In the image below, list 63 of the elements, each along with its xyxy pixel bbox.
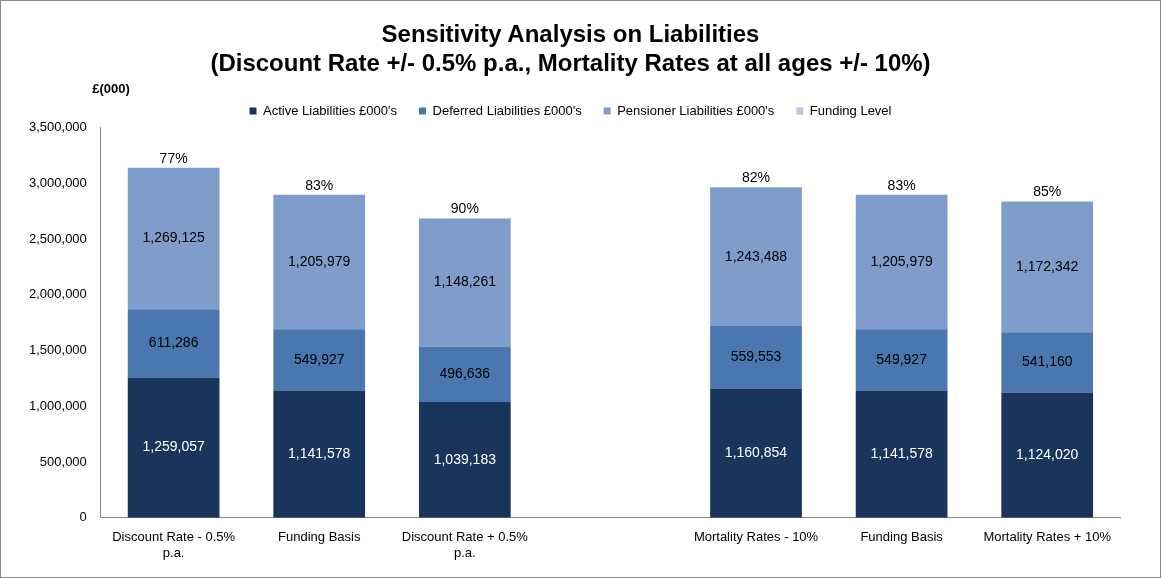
data-label: 611,286 <box>148 334 199 351</box>
text: 83% <box>887 176 916 193</box>
data-label: 496,636 <box>439 365 491 382</box>
data-label: 549,927 <box>293 350 345 367</box>
x-tick-label: Mortality Rates + 10% <box>983 529 1112 545</box>
annotation: 85% <box>1033 183 1062 200</box>
legend-label: Deferred Liabilities £000's <box>432 102 583 118</box>
bar <box>127 167 220 310</box>
bar <box>710 187 802 326</box>
data-label: 1,243,488 <box>724 247 788 264</box>
y-tick-label: 2,500,000 <box>28 230 87 246</box>
x-tick-label: Mortality Rates - 10% <box>693 529 819 545</box>
bar <box>710 326 802 389</box>
data-label: 1,141,578 <box>870 445 933 462</box>
data-label: 1,269,125 <box>142 229 205 246</box>
text: Sensitivity Analysis on Liabilities <box>381 20 760 48</box>
annotation: 83% <box>305 176 334 193</box>
x-tick-label: Discount Rate - 0.5% p.a. <box>112 529 236 560</box>
data-label: 1,205,979 <box>870 252 933 269</box>
y-tick-label: 3,000,000 <box>28 174 87 190</box>
y-tick-label: 1,000,000 <box>28 397 87 413</box>
y-tick-label: 0 <box>79 509 87 525</box>
bar <box>127 377 220 518</box>
bar <box>1001 332 1094 393</box>
data-label: 549,927 <box>876 350 928 367</box>
data-label: 559,553 <box>730 348 782 365</box>
bar <box>418 401 511 518</box>
text: (Discount Rate +/- 0.5% p.a., Mortality Rates at all ages +/- 10%) <box>210 48 931 76</box>
bar <box>273 390 366 518</box>
data-label: 1,172,342 <box>1016 257 1079 274</box>
bar <box>418 346 511 402</box>
bar <box>1001 201 1094 333</box>
y-tick-label: 2,000,000 <box>28 286 87 302</box>
bar <box>273 194 366 330</box>
bar <box>855 194 948 330</box>
y-tick-label: 500,000 <box>39 453 87 469</box>
y-tick-label: 3,500,000 <box>28 119 87 135</box>
data-label: 1,141,578 <box>288 445 351 462</box>
annotation: 77% <box>159 149 188 166</box>
annotation: 82% <box>742 169 771 186</box>
bar <box>273 329 366 391</box>
bar <box>1001 392 1094 518</box>
data-label: 1,124,020 <box>1016 446 1079 462</box>
bar <box>127 309 220 378</box>
data-label: 1,039,183 <box>433 450 497 467</box>
legend-label: Active Liabilities £000's <box>263 102 398 118</box>
x-tick-label: Funding Basis <box>860 529 944 545</box>
bar <box>418 218 511 347</box>
annotation: 90% <box>450 200 479 217</box>
data-label: 1,160,854 <box>724 443 788 460</box>
data-label: 1,259,057 <box>142 438 205 455</box>
bar <box>855 390 948 518</box>
y-axis-title: £(000) <box>92 80 130 96</box>
legend-label: Pensioner Liabilities £000's <box>617 102 775 118</box>
data-label: 1,148,261 <box>433 273 497 290</box>
x-tick-label: Funding Basis <box>278 529 361 545</box>
bar <box>710 388 802 518</box>
data-label: 1,205,979 <box>288 252 351 269</box>
data-label: 541,160 <box>1021 353 1073 370</box>
y-tick-label: 1,500,000 <box>28 342 87 358</box>
bar <box>855 329 948 391</box>
legend-label: Funding Level <box>809 102 892 118</box>
x-tick-label: Discount Rate + 0.5% p.a. <box>401 529 529 560</box>
